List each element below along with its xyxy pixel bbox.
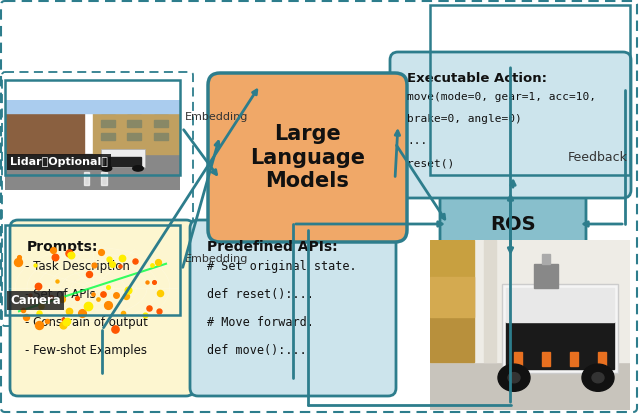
Text: # Move forward.: # Move forward.: [207, 316, 314, 329]
Text: Embedding: Embedding: [185, 254, 248, 264]
Text: ...: ...: [407, 136, 428, 146]
Text: move(mode=0, gear=1, acc=10,: move(mode=0, gear=1, acc=10,: [407, 92, 596, 102]
Text: - Few-shot Examples: - Few-shot Examples: [25, 344, 147, 357]
Text: Lidar（Optional）: Lidar（Optional）: [10, 157, 108, 167]
Text: Prompts:: Prompts:: [27, 240, 99, 254]
FancyBboxPatch shape: [10, 220, 194, 396]
Text: Executable Action:: Executable Action:: [407, 72, 547, 85]
Text: Embedding: Embedding: [185, 112, 248, 122]
Text: ROS: ROS: [490, 215, 536, 234]
Text: - Constrain of output: - Constrain of output: [25, 316, 148, 329]
Text: - Task Description: - Task Description: [25, 260, 130, 273]
Text: Predefined APIs:: Predefined APIs:: [207, 240, 338, 254]
Text: def move():...: def move():...: [207, 344, 307, 357]
Text: # Set original state.: # Set original state.: [207, 260, 356, 273]
Text: Camera: Camera: [10, 294, 61, 307]
FancyBboxPatch shape: [440, 182, 586, 266]
FancyBboxPatch shape: [390, 52, 631, 198]
FancyBboxPatch shape: [208, 73, 407, 242]
FancyBboxPatch shape: [190, 220, 396, 396]
Text: Feedback: Feedback: [568, 151, 628, 164]
Text: - Set of APIs: - Set of APIs: [25, 288, 96, 301]
Text: brake=0, angle=0): brake=0, angle=0): [407, 114, 522, 124]
Text: reset(): reset(): [407, 158, 454, 168]
Text: Large
Language
Models: Large Language Models: [250, 124, 365, 191]
Text: def reset():...: def reset():...: [207, 288, 314, 301]
